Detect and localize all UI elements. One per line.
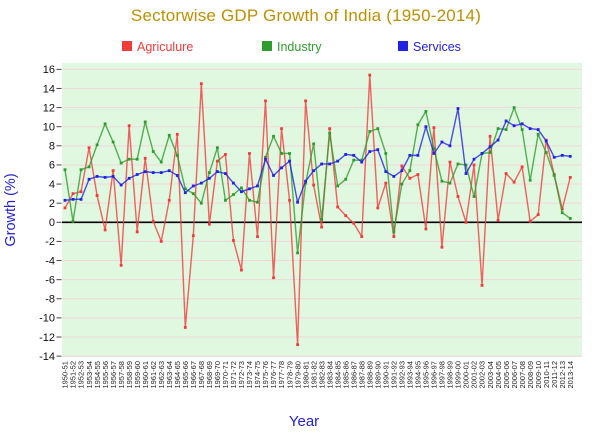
x-tick-label: 1993-94 [406, 361, 415, 389]
y-tick-label: 14 [43, 83, 55, 95]
industry-legend-swatch [262, 41, 272, 51]
series-markers-agriculure [63, 73, 572, 347]
x-tick-label: 1957-58 [117, 361, 126, 389]
x-tick-label: 1982-83 [317, 361, 326, 389]
x-tick-label: 1990-91 [382, 361, 391, 389]
x-tick-label: 1953-54 [85, 361, 94, 389]
y-tick-label: 4 [49, 179, 55, 191]
y-tick-label: 2 [49, 198, 55, 210]
x-tick-label: 1999-00 [454, 361, 463, 389]
services-legend-swatch [398, 41, 408, 51]
x-tick-label: 1964-65 [173, 361, 182, 389]
x-tick-label: 1985-86 [341, 361, 350, 389]
series-markers-industry [63, 106, 572, 255]
x-tick-label: 2007-08 [518, 361, 527, 389]
x-tick-label: 1971-72 [229, 361, 238, 389]
y-tick-label: 0 [49, 217, 55, 229]
series-line-services [64, 107, 571, 203]
x-tick-label: 1974-75 [253, 361, 262, 389]
x-tick-label: 1973-74 [245, 361, 254, 389]
y-tick-label: 10 [43, 122, 55, 134]
x-tick-label: 1978-79 [285, 361, 294, 389]
x-tick-label: 1983-84 [325, 361, 334, 389]
x-tick-label: 1963-64 [165, 361, 174, 389]
x-tick-label: 1979-80 [293, 361, 302, 389]
x-tick-label: 1950-51 [61, 361, 70, 389]
x-tick-label: 1969-70 [213, 361, 222, 389]
x-tick-label: 1981-82 [309, 361, 318, 389]
x-tick-label: 2008-09 [526, 361, 535, 389]
x-tick-label: 1968-69 [205, 361, 214, 389]
x-tick-label: 1975-76 [261, 361, 270, 389]
x-tick-label: 1958-59 [125, 361, 134, 389]
x-tick-label: 1991-92 [390, 361, 399, 389]
x-tick-label: 1994-95 [414, 361, 423, 389]
x-tick-label: 1992-93 [398, 361, 407, 389]
x-tick-label: 1951-52 [69, 361, 78, 389]
x-tick-label: 1956-57 [109, 361, 118, 389]
x-axis-year-labels: 1950-51 1951-52 1952-53 1953-54 1954-55 1955-… [61, 361, 575, 389]
y-tick-label: -4 [45, 255, 55, 267]
x-tick-label: 1960-61 [141, 361, 150, 389]
x-tick-label: 2003-04 [486, 361, 495, 389]
y-axis-title: Growth (%) [3, 173, 19, 246]
x-tick-label: 1961-62 [149, 361, 158, 389]
y-tick-label: -10 [39, 313, 55, 325]
x-tick-label: 2005-06 [502, 361, 511, 389]
x-tick-label: 2004-05 [494, 361, 503, 389]
y-tick-label: 16 [43, 64, 55, 76]
x-tick-label: 1952-53 [77, 361, 86, 389]
x-tick-label: 1965-66 [181, 361, 190, 389]
services-legend-label: Services [413, 40, 461, 54]
y-tick-label: 8 [49, 141, 55, 153]
x-tick-label: 1995-96 [422, 361, 431, 389]
agriculture-legend-swatch [122, 41, 132, 51]
x-tick-label: 1970-71 [221, 361, 230, 389]
series-line-agriculure [64, 74, 571, 346]
x-tick-label: 1954-55 [93, 361, 102, 389]
x-tick-label: 1980-81 [301, 361, 310, 389]
x-tick-label: 1988-89 [365, 361, 374, 389]
x-tick-label: 2012-13 [558, 361, 567, 389]
x-tick-label: 1976-77 [269, 361, 278, 389]
y-tick-label: -14 [39, 351, 55, 363]
series-markers-services [63, 107, 572, 204]
y-axis-ticks-and-labels: -14 -12 -10 -8 -6 -4 -2 0 2 4 6 8 10 12 14 16 [39, 64, 62, 363]
x-tick-label: 2009-10 [534, 361, 543, 389]
x-tick-label: 1986-87 [349, 361, 358, 389]
x-tick-label: 1987-88 [357, 361, 366, 389]
x-tick-label: 1984-85 [333, 361, 342, 389]
chart-title: Sectorwise GDP Growth of India (1950-201… [130, 6, 482, 25]
y-tick-label: -6 [45, 274, 55, 286]
y-tick-label: 12 [43, 102, 55, 114]
x-tick-label: 1972-73 [237, 361, 246, 389]
x-tick-label: 1967-68 [197, 361, 206, 389]
x-tick-label: 2013-14 [566, 361, 575, 389]
x-tick-label: 1955-56 [101, 361, 110, 389]
data-series [63, 73, 572, 347]
y-tick-label: -2 [45, 236, 55, 248]
agriculture-legend-label: Agriculure [137, 40, 194, 54]
x-tick-label: 2011-12 [550, 361, 559, 388]
y-tick-label: -12 [39, 332, 55, 344]
x-axis-title: Year [289, 413, 319, 430]
x-tick-label: 2000-01 [462, 361, 471, 389]
x-tick-label: 1966-67 [189, 361, 198, 389]
x-tick-label: 1998-99 [446, 361, 455, 389]
x-tick-label: 2001-02 [470, 361, 479, 389]
x-tick-label: 1996-97 [430, 361, 439, 389]
x-tick-label: 2006-07 [510, 361, 519, 389]
x-tick-label: 1989-90 [373, 361, 382, 389]
x-tick-label: 2002-03 [478, 361, 487, 389]
x-tick-label: 2010-11 [542, 361, 551, 388]
x-tick-label: 1959-60 [133, 361, 142, 389]
industry-legend-label: Industry [277, 40, 322, 54]
x-tick-label: 1962-63 [157, 361, 166, 389]
y-tick-label: 6 [49, 160, 55, 172]
x-tick-label: 1997-98 [438, 361, 447, 389]
y-tick-label: -8 [45, 294, 55, 306]
series-line-industry [64, 106, 571, 254]
x-tick-label: 1977-78 [277, 361, 286, 389]
